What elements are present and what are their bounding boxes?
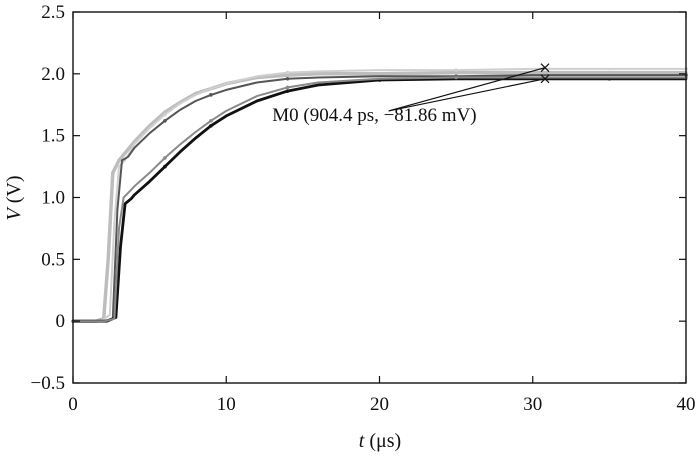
y-tick-label: 0	[56, 311, 66, 332]
x-tick-label: 40	[677, 394, 696, 415]
series-point	[209, 86, 213, 91]
series-point	[285, 73, 290, 77]
y-tick-label: 2.0	[41, 64, 65, 85]
series-point	[209, 119, 213, 123]
plot-frame	[72, 11, 687, 384]
series-line-4	[71, 77, 688, 323]
series-point	[377, 72, 382, 76]
series-point	[285, 89, 290, 93]
y-tick-label: −0.5	[31, 373, 65, 394]
series-point	[454, 68, 458, 72]
series-line-5	[72, 76, 687, 323]
y-tick-label: 0.5	[41, 249, 65, 270]
annotation-text: M0 (904.4 ps, −81.86 mV)	[272, 105, 476, 126]
y-axis-label: V (V)	[3, 176, 25, 221]
x-tick-label: 10	[217, 394, 236, 415]
y-tick-label: 1.0	[41, 188, 65, 209]
x-tick-label: 30	[523, 394, 542, 415]
series-point	[285, 76, 290, 81]
series-point	[285, 85, 290, 90]
marker-cross	[540, 74, 550, 84]
series-point	[163, 119, 167, 123]
y-axis-label-symbol: V	[3, 205, 25, 220]
x-axis-label-unit: (μs)	[364, 430, 401, 452]
series-point	[209, 123, 213, 128]
x-tick-label: 20	[370, 394, 389, 415]
series-line-2	[72, 67, 687, 323]
ticks-layer	[72, 11, 687, 384]
x-tick-label: 0	[68, 394, 78, 415]
series-point	[454, 75, 458, 80]
series-point	[209, 93, 213, 97]
tick-labels: 0 10 20 30 40−0.500.51.01.52.02.5	[31, 2, 696, 415]
series-point	[163, 112, 167, 117]
y-tick-label: 1.5	[41, 126, 65, 147]
series-point	[163, 164, 167, 169]
series-line-3	[72, 74, 687, 323]
x-axis-label: t (μs)	[359, 430, 401, 452]
series-layer	[71, 67, 688, 323]
annotation-arrow	[388, 78, 546, 112]
y-tick-label: 2.5	[41, 2, 65, 23]
series-point	[285, 70, 290, 75]
x-axis-label-symbol: t	[359, 430, 365, 452]
annotation-arrow	[388, 67, 546, 112]
series-point	[607, 70, 612, 75]
marker-cross	[540, 63, 550, 73]
y-axis-label-unit: (V)	[3, 176, 25, 209]
annotation-layer: M0 (904.4 ps, −81.86 mV)	[272, 63, 550, 126]
series-point	[163, 156, 167, 160]
